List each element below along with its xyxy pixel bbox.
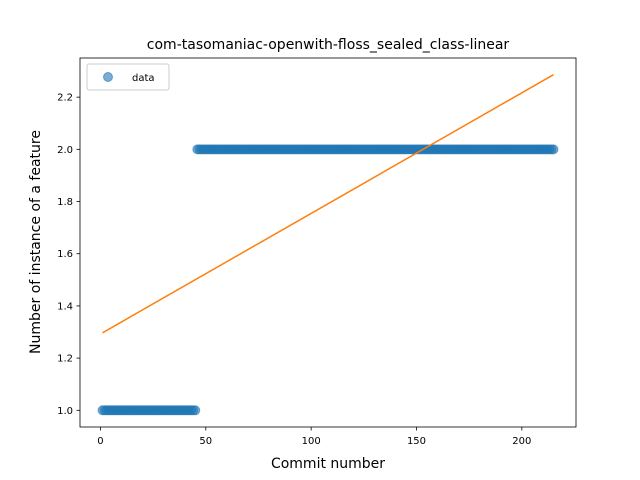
x-tick-label: 50 xyxy=(199,436,212,447)
x-tick-label: 150 xyxy=(407,436,426,447)
data-point xyxy=(548,144,559,155)
y-tick-label: 1.4 xyxy=(57,301,73,312)
legend-label: data xyxy=(132,73,155,84)
fit-line xyxy=(102,74,554,334)
y-tick-label: 2.0 xyxy=(57,145,73,156)
y-tick-label: 1.0 xyxy=(57,406,73,417)
y-axis-title: Number of instance of a feature xyxy=(28,130,44,354)
y-tick-label: 1.2 xyxy=(57,354,73,365)
x-axis-title: Commit number xyxy=(271,456,385,472)
y-tick-label: 2.2 xyxy=(57,93,73,104)
data-point xyxy=(190,405,201,416)
axes-frame xyxy=(79,57,577,428)
y-tick-label: 1.8 xyxy=(57,197,73,208)
y-tick-label: 1.6 xyxy=(57,249,73,260)
x-tick-label: 0 xyxy=(97,436,103,447)
x-tick-label: 200 xyxy=(512,436,531,447)
x-tick-label: 100 xyxy=(302,436,321,447)
legend-box xyxy=(86,63,170,91)
chart-title: com-tasomaniac-openwith-floss_sealed_cla… xyxy=(147,37,510,53)
plot-area: 0 50 100 150 200 1.0 1.2 1.4 1.6 1.8 2.0 2.2 xyxy=(57,57,577,447)
legend: data xyxy=(86,63,170,91)
legend-marker xyxy=(103,72,113,82)
